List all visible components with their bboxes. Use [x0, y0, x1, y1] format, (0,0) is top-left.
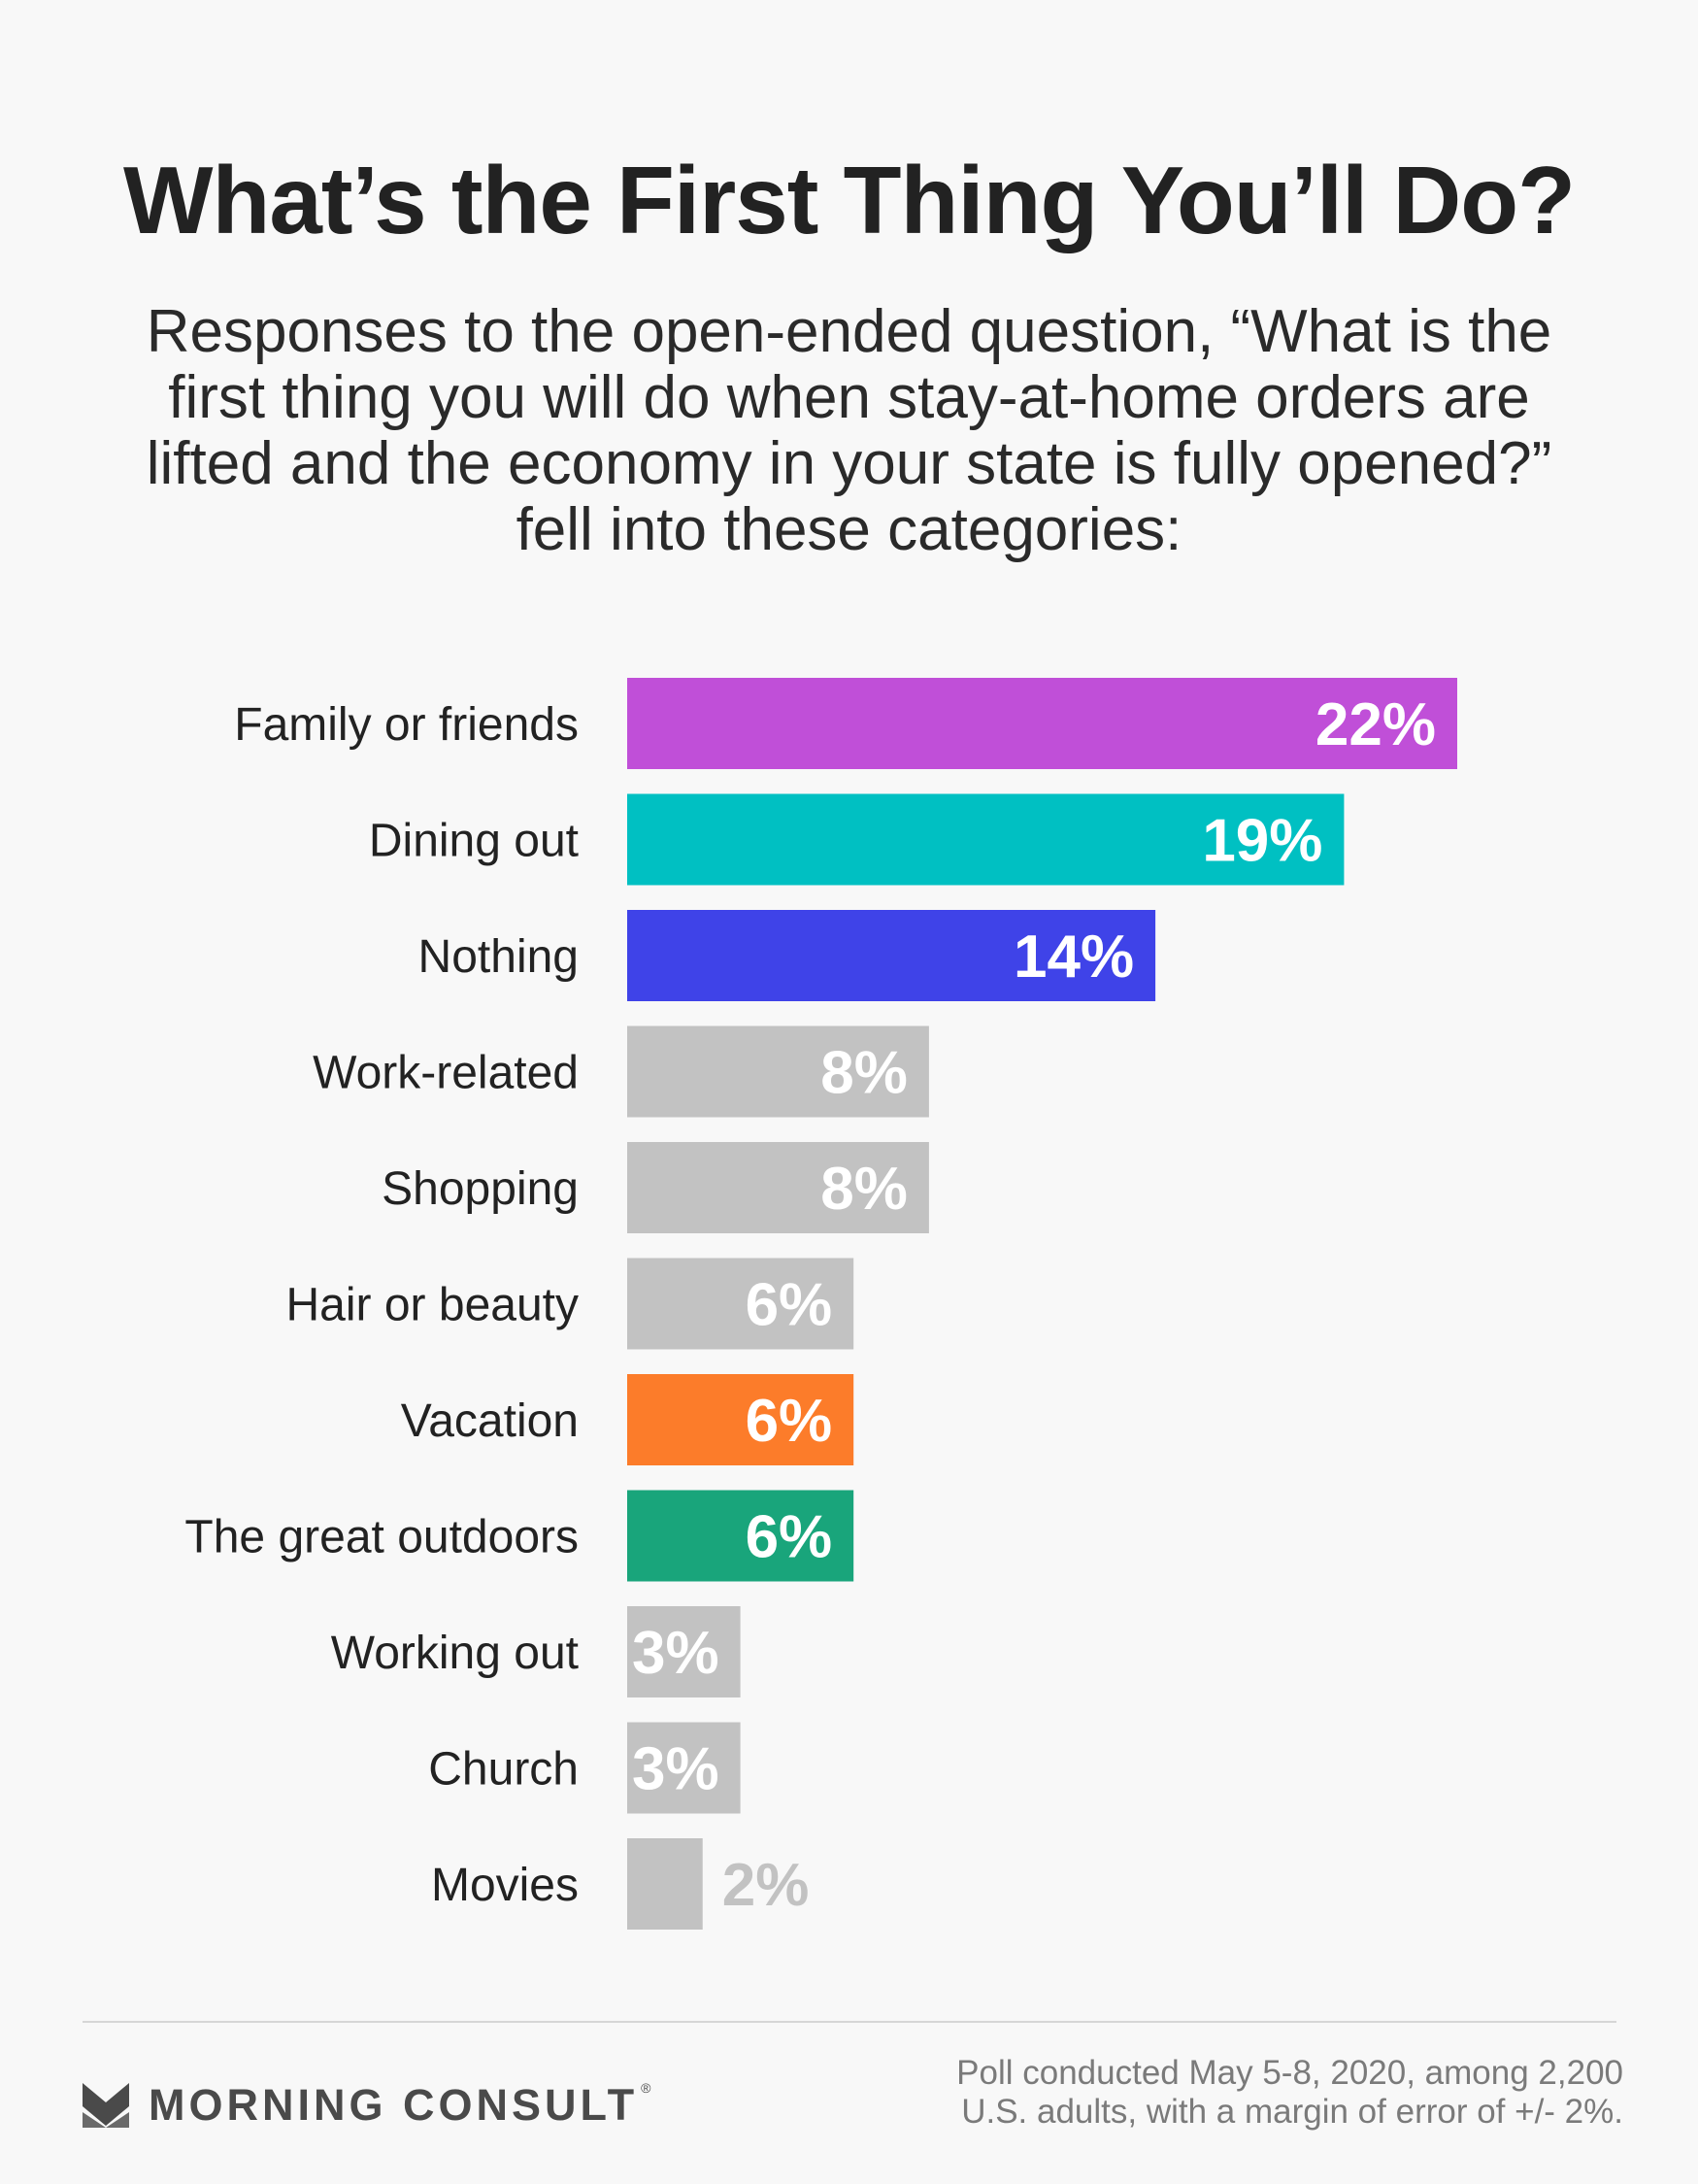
bar-row: Family or friends 22% [234, 678, 1457, 769]
source-line-1: Poll conducted May 5-8, 2020, among 2,20… [956, 2054, 1623, 2092]
bar-row: Shopping 8% [382, 1142, 929, 1233]
bar [627, 1374, 854, 1465]
category-label: Church [428, 1744, 579, 1796]
bar-row: Nothing 14% [418, 910, 1156, 1001]
category-label: Nothing [418, 931, 579, 983]
category-label: Family or friends [234, 699, 579, 751]
bar-row: Working out 3% [331, 1606, 741, 1697]
category-label: Movies [431, 1860, 579, 1911]
source-note: Poll conducted May 5-8, 2020, among 2,20… [893, 2054, 1623, 2132]
bar [627, 1025, 929, 1118]
bar [627, 1490, 854, 1582]
bar-row: The great outdoors 6% [184, 1490, 854, 1582]
bar-row: Dining out 19% [369, 793, 1345, 886]
morning-consult-logo: MORNING CONSULT ® [83, 2080, 651, 2130]
value-label: 3% [632, 1736, 719, 1803]
bar-chart: Family or friends 22% Dining out 19% Nothing… [184, 678, 1457, 1930]
brand-name: MORNING CONSULT [149, 2080, 639, 2130]
bar [627, 1722, 741, 1814]
value-label: 8% [820, 1040, 908, 1107]
bar-row: Vacation 6% [401, 1374, 854, 1465]
category-label: Shopping [382, 1163, 579, 1215]
category-label: Hair or beauty [286, 1280, 579, 1331]
chart-title: What’s the First Thing You’ll Do? [123, 147, 1576, 253]
registered-mark: ® [641, 2080, 651, 2096]
category-label: The great outdoors [184, 1512, 579, 1563]
bar-row: Movies 2% [431, 1838, 809, 1930]
value-label: 6% [746, 1388, 833, 1455]
value-label: 14% [1014, 924, 1134, 991]
value-label: 6% [746, 1504, 833, 1571]
category-label: Dining out [369, 816, 579, 867]
value-label: 3% [632, 1620, 719, 1687]
morning-consult-mark-icon [83, 2083, 129, 2128]
category-label: Work-related [313, 1048, 579, 1099]
bar [627, 1258, 854, 1350]
source-line-2: U.S. adults, with a margin of error of +… [961, 2093, 1623, 2131]
category-label: Working out [331, 1628, 579, 1679]
value-label: 6% [746, 1272, 833, 1339]
value-label: 2% [722, 1852, 810, 1919]
bar [627, 910, 1156, 1001]
category-label: Vacation [401, 1395, 579, 1447]
chart-subtitle: Responses to the open-ended question, “W… [146, 298, 1552, 563]
value-label: 22% [1315, 691, 1436, 758]
bar-row: Hair or beauty 6% [286, 1258, 854, 1350]
bar [627, 1838, 703, 1930]
footer-divider [83, 2021, 1616, 2023]
bar [627, 1606, 741, 1697]
bar [627, 1142, 929, 1233]
bar [627, 678, 1457, 769]
value-label: 19% [1202, 808, 1322, 875]
bar [627, 793, 1345, 886]
bar-row: Work-related 8% [313, 1025, 929, 1118]
bar-row: Church 3% [428, 1722, 741, 1814]
value-label: 8% [820, 1156, 908, 1223]
